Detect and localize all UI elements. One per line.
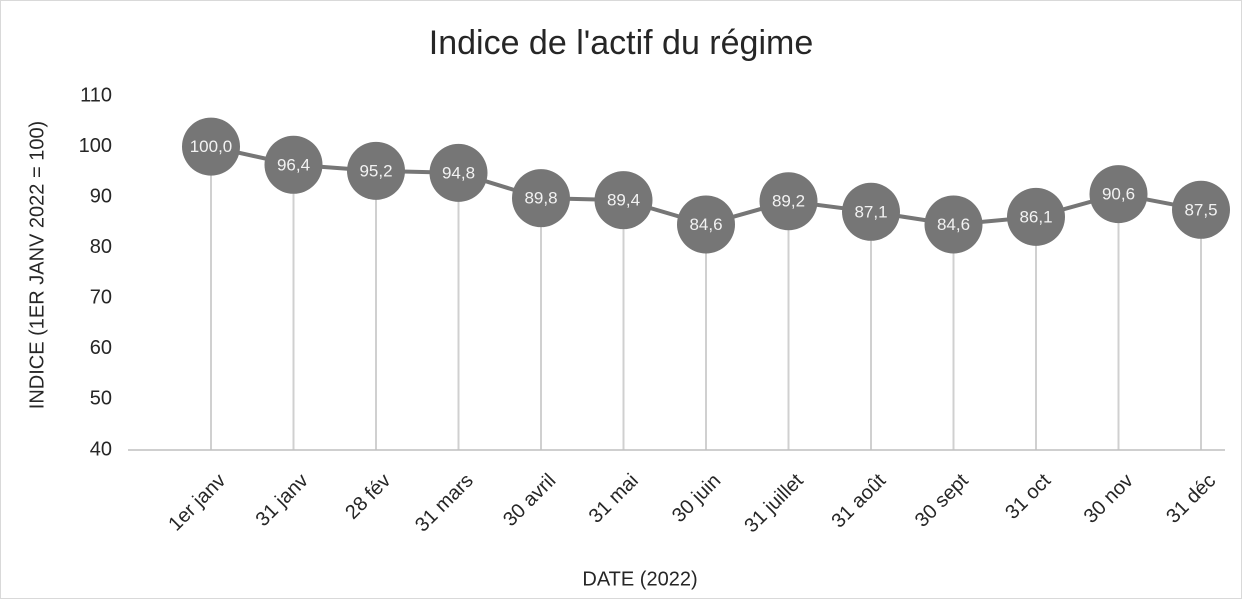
y-tick-label: 60 [90, 337, 112, 359]
y-tick-label: 80 [90, 236, 112, 258]
data-label: 84,6 [689, 215, 722, 234]
y-tick-label: 40 [90, 438, 112, 460]
chart-title: Indice de l'actif du régime [429, 24, 813, 62]
data-label: 96,4 [277, 155, 310, 174]
data-label: 94,8 [442, 163, 475, 182]
marker [347, 141, 405, 200]
y-axis-title: INDICE (1ER JANV 2022 = 100) [26, 121, 48, 409]
marker [759, 172, 818, 231]
data-label: 89,8 [524, 189, 557, 208]
y-tick-label: 90 [90, 185, 112, 207]
marker [182, 117, 240, 176]
data-label: 84,6 [937, 215, 970, 234]
marker [594, 171, 653, 230]
marker [512, 169, 570, 228]
marker [429, 143, 488, 202]
marker [677, 195, 735, 254]
marker [924, 195, 983, 254]
y-tick-label: 110 [80, 84, 112, 106]
marker [264, 135, 323, 194]
marker [1007, 187, 1065, 246]
data-label: 89,2 [772, 192, 805, 211]
data-label: 90,6 [1102, 185, 1135, 204]
data-label: 100,0 [190, 137, 233, 156]
data-label: 87,5 [1184, 200, 1217, 219]
data-label: 86,1 [1019, 207, 1052, 226]
x-axis-title: DATE (2022) [582, 568, 697, 590]
data-label: 95,2 [359, 161, 392, 180]
data-label: 87,1 [854, 202, 887, 221]
marker [1089, 165, 1148, 224]
marker [1172, 180, 1230, 239]
data-label: 89,4 [607, 191, 640, 210]
y-tick-label: 100 [79, 135, 112, 157]
y-tick-label: 70 [90, 287, 112, 309]
marker [842, 182, 900, 241]
y-tick-label: 50 [90, 388, 112, 410]
